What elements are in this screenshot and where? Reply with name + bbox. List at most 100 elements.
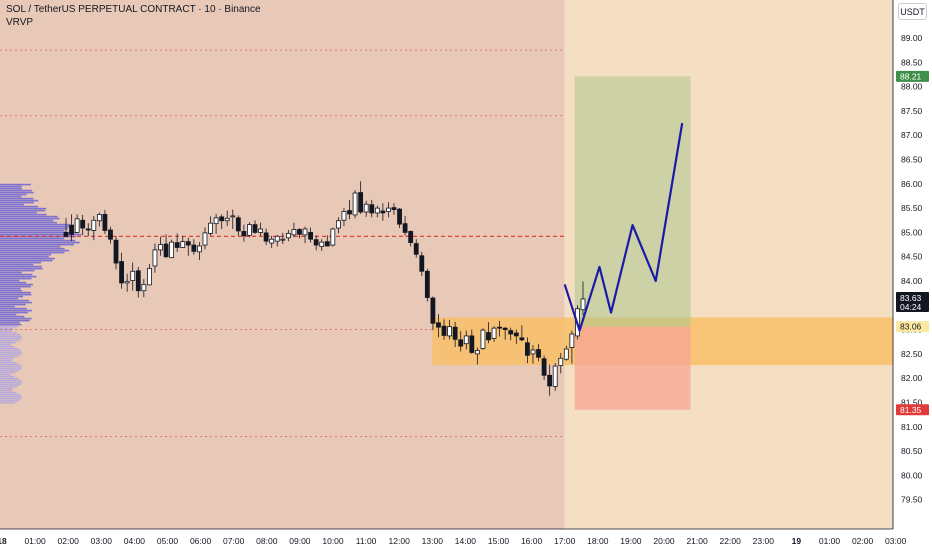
x-tick-label: 23:00: [753, 536, 775, 546]
x-tick-label: 02:00: [58, 536, 80, 546]
volume-profile-bar: [0, 313, 17, 316]
volume-profile-bar: [0, 185, 22, 188]
currency-button[interactable]: USDT: [898, 3, 927, 20]
candle-body: [135, 270, 141, 292]
entry-price-label: 83.06: [900, 322, 922, 332]
volume-profile-bar: [0, 285, 31, 288]
x-tick-label: 19:00: [620, 536, 642, 546]
candle-body: [280, 238, 286, 241]
x-tick-label: 21:00: [686, 536, 708, 546]
candle: [158, 236, 163, 256]
candle-body: [436, 322, 441, 328]
candle-body: [180, 241, 186, 248]
volume-profile-bar: [0, 347, 19, 350]
x-tick-label: 08:00: [256, 536, 278, 546]
candle: [335, 217, 341, 234]
candle: [358, 181, 364, 214]
candle-body: [552, 365, 558, 387]
volume-profile-bar: [0, 183, 31, 186]
volume-profile-bar: [0, 329, 12, 332]
candle: [119, 252, 124, 289]
y-tick-label: 84.00: [901, 276, 923, 286]
candle-body: [536, 349, 541, 358]
x-tick-label: 10:00: [322, 536, 344, 546]
candle: [269, 235, 275, 248]
candle: [224, 210, 230, 227]
volume-profile-bar: [0, 251, 65, 254]
candle: [241, 224, 247, 242]
candle: [547, 364, 553, 396]
loss-zone[interactable]: [574, 326, 691, 410]
candle: [341, 208, 347, 227]
candle-body: [452, 326, 458, 340]
volume-profile-bar: [0, 309, 32, 312]
candle-body: [530, 349, 536, 355]
y-tick-label: 88.50: [901, 57, 923, 67]
candle-body: [424, 270, 430, 298]
indicator-label-vrvp[interactable]: VRVP: [6, 17, 34, 28]
volume-profile-bar: [0, 289, 22, 292]
candle: [169, 239, 175, 259]
candle-body: [419, 255, 425, 272]
candle: [486, 322, 491, 344]
candle-body: [369, 204, 375, 214]
x-tick-label: 15:00: [488, 536, 510, 546]
candle-body: [313, 239, 319, 246]
candle: [252, 220, 258, 234]
candle: [291, 222, 297, 238]
target-price-label: 88.21: [900, 71, 922, 81]
candle: [124, 273, 130, 292]
candle-body: [319, 241, 325, 247]
volume-profile-bar: [0, 317, 32, 320]
candle: [580, 281, 586, 316]
volume-profile-bar: [0, 371, 16, 374]
volume-profile-bar: [0, 303, 26, 306]
chart-title: SOL / TetherUS PERPETUAL CONTRACT · 10 ·…: [6, 4, 261, 15]
candle-body: [525, 342, 530, 356]
candle: [363, 200, 369, 217]
candle-body: [74, 218, 80, 233]
y-tick-label: 81.50: [901, 398, 923, 408]
x-tick-label: 17:00: [554, 536, 576, 546]
x-tick-label: 09:00: [289, 536, 311, 546]
x-tick-label: 22:00: [720, 536, 742, 546]
volume-profile-bar: [0, 293, 32, 296]
volume-profile-bar: [0, 361, 17, 364]
volume-profile-bar: [0, 287, 21, 290]
candle: [197, 242, 202, 261]
candle: [380, 203, 386, 221]
x-tick-label: 01:00: [819, 536, 841, 546]
candle-body: [302, 228, 308, 236]
candle: [135, 266, 141, 298]
candle-body: [374, 207, 380, 214]
candle: [352, 190, 358, 219]
volume-profile-bar: [0, 381, 22, 384]
candle: [563, 345, 569, 361]
candle-body: [202, 232, 208, 246]
candle-body: [80, 219, 86, 229]
time-axis-bg: [0, 529, 893, 550]
candle-body: [185, 241, 191, 246]
candle: [408, 230, 414, 247]
y-tick-label: 86.50: [901, 155, 923, 165]
candle: [569, 330, 575, 364]
candle: [502, 327, 508, 340]
candle-body: [241, 231, 247, 237]
candle: [452, 321, 458, 348]
candle-body: [441, 325, 447, 336]
x-tick-label: 07:00: [223, 536, 245, 546]
candle-body: [146, 267, 152, 286]
y-tick-label: 88.00: [901, 82, 923, 92]
volume-profile-bar: [0, 213, 47, 216]
volume-profile-bar: [0, 357, 14, 360]
candle-body: [380, 210, 386, 214]
candle: [285, 229, 291, 242]
candle: [513, 329, 519, 345]
candle: [480, 328, 486, 351]
candle: [247, 222, 252, 238]
candle: [469, 329, 475, 354]
volume-profile-bar: [0, 399, 20, 402]
volume-profile-bar: [0, 229, 65, 232]
projection-path[interactable]: [563, 122, 684, 332]
